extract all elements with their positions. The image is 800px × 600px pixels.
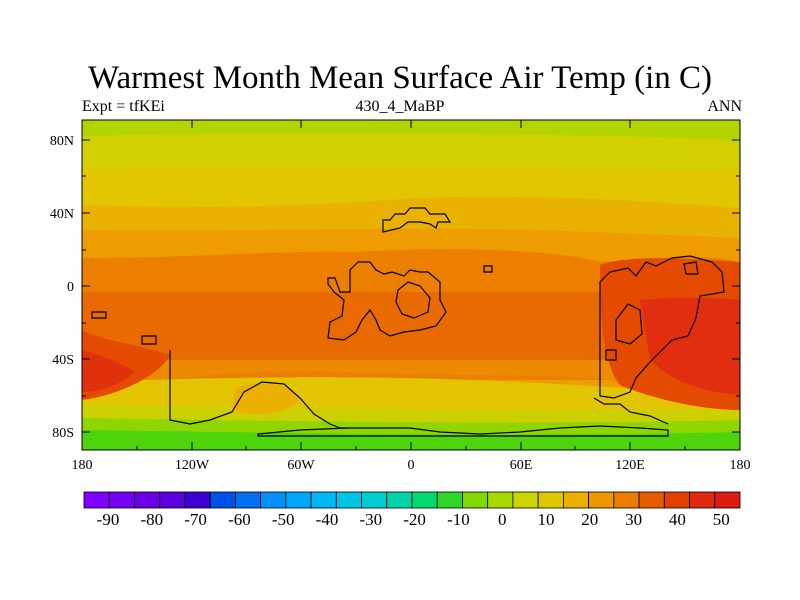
colorbar-label: -60 [228,510,251,529]
southern-continent-west-outline [169,350,348,429]
lon-label-60e: 60E [510,458,533,473]
island-b-outline [91,311,107,319]
colorbar-label: 20 [581,510,598,529]
colorbar-swatch [134,491,161,509]
longitude-labels: 180 120W 60W 0 60E 120E 180 [72,458,751,473]
colorbar-swatch [613,491,640,509]
colorbar-swatch [234,491,262,509]
lat-label-40s: 40S [52,353,74,368]
colorbar-label: -30 [359,510,382,529]
lon-label-0: 0 [408,458,415,473]
central-continent-outline [327,261,447,341]
hotspot-east-core [640,297,740,395]
colorbar-swatch [487,491,514,509]
lon-label-180-right: 180 [730,458,751,473]
colorbar-swatch [512,491,539,509]
southern-continent-east-outline [257,425,669,437]
colorbar-label: -20 [403,510,426,529]
colorbar-swatch [310,491,337,509]
colorbar-swatch [285,491,312,509]
continent-outlines [91,207,725,437]
inland-sea-outline [395,281,431,319]
colorbar-swatch [537,491,564,509]
colorbar-swatch [714,491,741,509]
colorbar-label: 50 [713,510,730,529]
colorbar-swatch [159,491,186,509]
colorbar-swatch [411,491,438,509]
colorbar-swatch [108,491,135,509]
colorbar-swatch [361,491,388,509]
colorbar-swatch [462,491,489,509]
temperature-field [82,120,740,451]
colorbar-swatch [588,491,615,509]
colorbar-label: -40 [316,510,339,529]
latitude-labels: 80N 40N 0 40S 80S [50,134,74,441]
colorbar-label: -70 [184,510,207,529]
colorbar-swatch [638,491,665,509]
colorbar-swatch [260,491,287,509]
island-e-outline [605,349,617,361]
lat-label-40n: 40N [50,207,74,222]
lon-label-120w: 120W [175,458,210,473]
colorbar-label: 10 [538,510,555,529]
colorbar-swatch [689,491,716,509]
colorbar [83,491,741,509]
island-d-outline [683,261,699,275]
colorbar-label: 40 [669,510,686,529]
colorbar-swatch [83,491,110,509]
season-label: ANN [707,98,742,115]
island-c-outline [483,265,493,273]
lon-label-60w: 60W [287,458,315,473]
time-period-label: 430_4_MaBP [355,98,445,115]
lat-label-80s: 80S [52,426,74,441]
warm-patch-south [232,383,300,415]
colorbar-label: 30 [625,510,642,529]
map-title: Warmest Month Mean Surface Air Temp (in … [87,60,713,96]
lon-label-120e: 120E [615,458,645,473]
eastern-lake-outline [615,303,643,345]
colorbar-label: 0 [498,510,507,529]
band-south-warm [82,360,740,396]
colorbar-labels: -90 -80 -70 -60 -50 -40 -30 -20 -10 0 10 20 30 40 50 [97,510,730,529]
colorbar-label: -50 [272,510,295,529]
colorbar-label: -10 [447,510,470,529]
colorbar-swatch [335,491,362,509]
hotspot-west-core [82,350,135,392]
northern-continent-outline [382,207,452,233]
island-a-outline [141,335,157,345]
colorbar-swatch [562,491,590,509]
experiment-label: Expt = tfKEi [82,98,165,115]
eastern-continent-outline [599,255,725,399]
colorbar-swatch [436,491,463,509]
colorbar-swatch [209,491,236,509]
colorbar-swatch [386,491,413,509]
colorbar-label: -90 [97,510,120,529]
colorbar-swatch [184,491,211,509]
tick-marks [82,120,740,450]
band-polar-south [82,430,740,450]
lon-label-180-left: 180 [72,458,93,473]
colorbar-label: -80 [140,510,163,529]
lat-label-80n: 80N [50,134,74,149]
southeast-coast-outline [593,397,669,425]
colorbar-swatch [663,491,690,509]
lat-label-0: 0 [67,280,74,295]
